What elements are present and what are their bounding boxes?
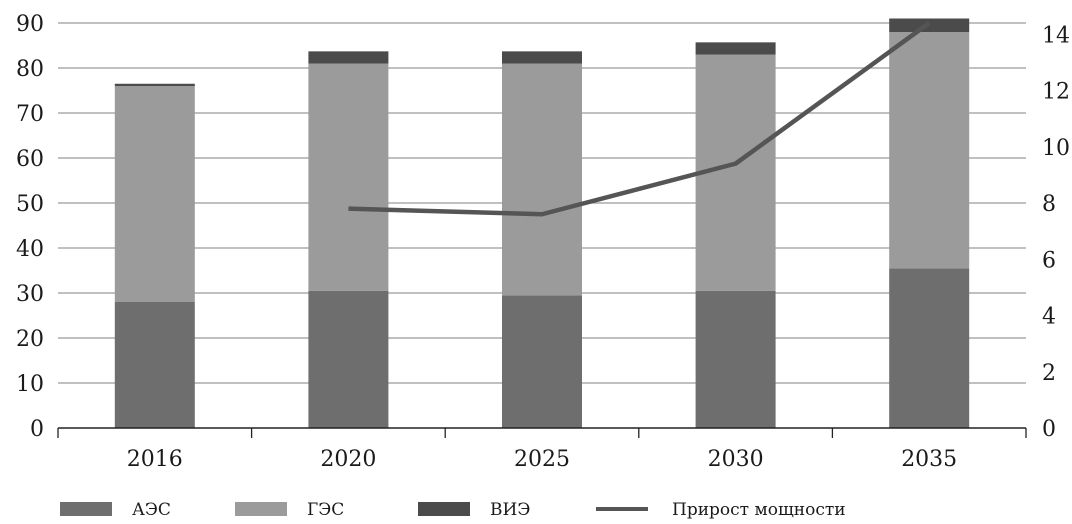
bar-АЭС — [695, 290, 776, 428]
legend-label: АЭС — [132, 500, 171, 520]
y-right-tick-label: 8 — [1042, 192, 1056, 217]
y-left-tick-label: 70 — [16, 102, 44, 127]
bar-ГЭС — [308, 63, 389, 291]
y-left-tick-label: 40 — [16, 237, 44, 262]
bar-ГЭС — [502, 63, 582, 296]
y-left-tick-label: 10 — [16, 372, 44, 397]
y-left-tick-label: 60 — [16, 147, 44, 172]
growth-line-layer — [348, 21, 931, 217]
x-category-label: 2035 — [901, 447, 957, 472]
y-left-tick-label: 50 — [16, 192, 44, 217]
growth-line — [348, 21, 931, 217]
legend-swatch — [60, 502, 112, 516]
x-category-label: 2030 — [708, 447, 764, 472]
bar-ВИЭ — [308, 51, 389, 64]
legend-label: Прирост мощности — [672, 500, 846, 520]
bar-АЭС — [114, 302, 195, 428]
legend: АЭС ГЭС ВИЭ Прирост мощности — [60, 500, 846, 520]
legend-label: ГЭС — [307, 500, 344, 520]
y-right-tick-label: 4 — [1042, 305, 1056, 330]
bar-ВИЭ — [502, 51, 582, 64]
y-right-tick-label: 6 — [1042, 248, 1056, 273]
bar-АЭС — [502, 295, 582, 428]
bar-АЭС — [308, 290, 389, 428]
legend-swatch — [418, 502, 470, 516]
bars — [114, 18, 970, 428]
bar-ВИЭ — [114, 83, 195, 86]
y-right-tick-label: 10 — [1042, 136, 1070, 161]
y-right-tick-label: 2 — [1042, 361, 1056, 386]
bar-ГЭС — [889, 32, 970, 269]
x-category-label: 2020 — [320, 447, 376, 472]
bar-ВИЭ — [695, 42, 776, 55]
y-right-tick-label: 14 — [1042, 23, 1070, 48]
y-left-tick-label: 0 — [30, 417, 44, 442]
y-right-tick-label: 12 — [1042, 80, 1070, 105]
x-category-label: 2025 — [514, 447, 570, 472]
y-left-tick-label: 90 — [16, 12, 44, 37]
y-right-tick-label: 0 — [1042, 417, 1056, 442]
bar-ГЭС — [114, 86, 195, 302]
x-category-label: 2016 — [127, 447, 183, 472]
y-left-tick-label: 20 — [16, 327, 44, 352]
y-left-tick-label: 30 — [16, 282, 44, 307]
legend-label: ВИЭ — [490, 500, 530, 520]
legend-swatch — [235, 502, 287, 516]
y-left-tick-label: 80 — [16, 57, 44, 82]
bar-АЭС — [889, 268, 970, 428]
